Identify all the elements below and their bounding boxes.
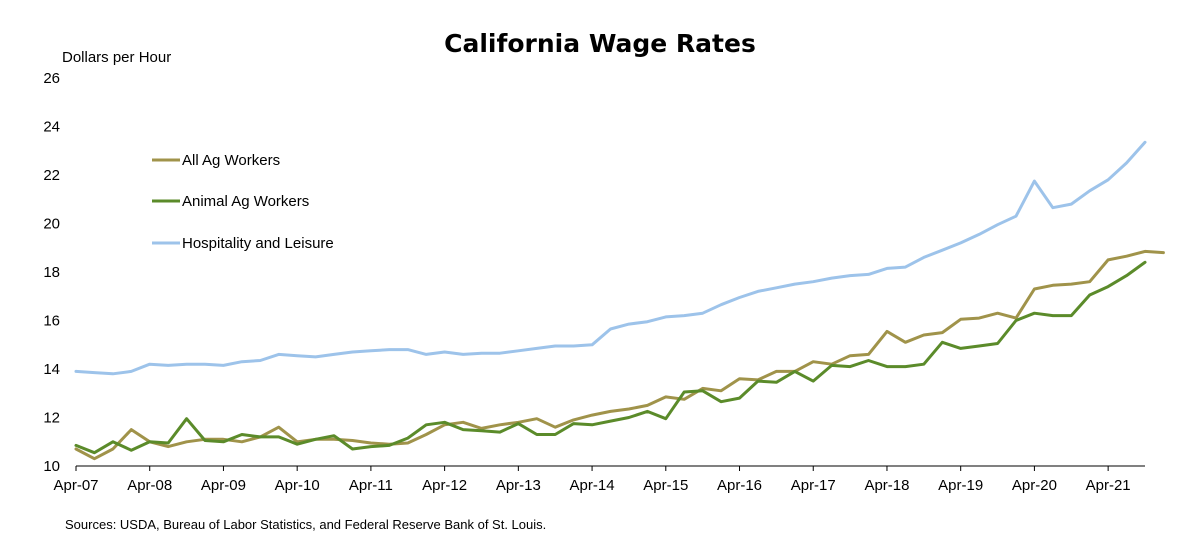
legend-label: Hospitality and Leisure — [182, 235, 334, 252]
x-tick-label: Apr-07 — [53, 477, 98, 494]
x-tick-label: Apr-14 — [570, 477, 615, 494]
x-tick-label: Apr-08 — [127, 477, 172, 494]
x-tick-label: Apr-21 — [1086, 477, 1131, 494]
y-tick-label: 24 — [43, 119, 60, 136]
x-tick-label: Apr-18 — [864, 477, 909, 494]
series-line-hospitality-and-leisure — [74, 140, 1147, 376]
chart-title: California Wage Rates — [444, 29, 756, 58]
x-tick-label: Apr-12 — [422, 477, 467, 494]
y-tick-label: 10 — [43, 458, 60, 475]
y-tick-label: 26 — [43, 70, 60, 87]
y-tick-label: 20 — [43, 216, 60, 233]
x-tick-label: Apr-19 — [938, 477, 983, 494]
legend-label: All Ag Workers — [182, 152, 280, 169]
series-line-all-ag-workers — [74, 249, 1165, 461]
x-tick-label: Apr-10 — [275, 477, 320, 494]
y-tick-label: 16 — [43, 313, 60, 330]
x-tick-label: Apr-13 — [496, 477, 541, 494]
y-tick-label: 18 — [43, 264, 60, 281]
y-axis-label: Dollars per Hour — [62, 49, 171, 66]
source-note: Sources: USDA, Bureau of Labor Statistic… — [65, 517, 546, 532]
series-line-animal-ag-workers — [74, 260, 1147, 455]
y-tick-label: 14 — [43, 361, 60, 378]
x-tick-label: Apr-15 — [643, 477, 688, 494]
x-tick-label: Apr-16 — [717, 477, 762, 494]
plot-area — [74, 140, 1165, 461]
x-tick-label: Apr-11 — [349, 477, 393, 494]
y-tick-label: 12 — [43, 410, 60, 427]
x-tick-label: Apr-09 — [201, 477, 246, 494]
y-tick-label: 22 — [43, 167, 60, 184]
x-tick-label: Apr-17 — [791, 477, 836, 494]
y-axis: 10 12 14 16 18 20 22 24 26 — [43, 70, 60, 475]
legend-label: Animal Ag Workers — [182, 193, 309, 210]
x-axis: Apr-07 Apr-08 Apr-09 Apr-10 Apr-11 Apr-12 Apr-… — [53, 466, 1131, 494]
legend: All Ag Workers Animal Ag Workers Hospitali… — [152, 152, 334, 252]
x-tick-label: Apr-20 — [1012, 477, 1057, 494]
